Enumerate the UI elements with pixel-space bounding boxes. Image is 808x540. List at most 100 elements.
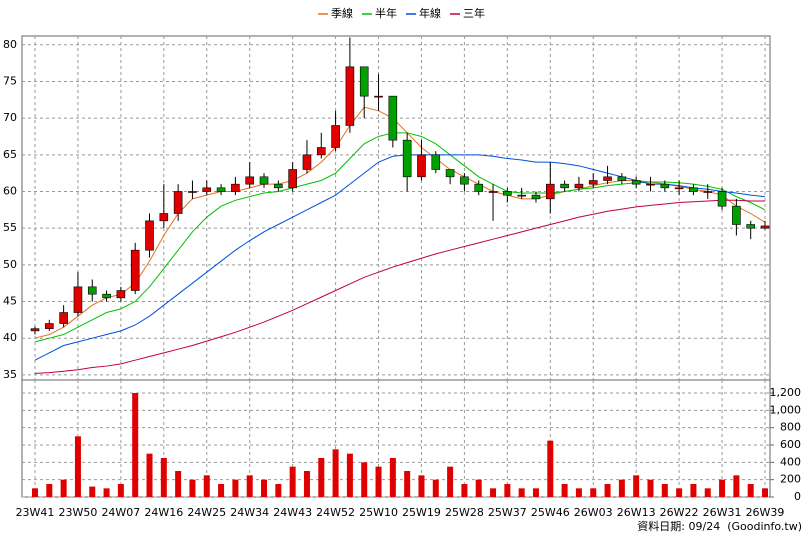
candle-body xyxy=(717,191,727,207)
ma-line xyxy=(34,106,766,339)
candle-body xyxy=(603,176,612,181)
volume-bar xyxy=(261,479,268,497)
volume-bar xyxy=(604,484,611,497)
candle-body xyxy=(188,191,197,193)
volume-bar xyxy=(103,488,110,497)
x-tick-label: 24W34 xyxy=(230,506,269,519)
candle-body xyxy=(660,183,670,189)
candle-body xyxy=(316,147,326,156)
y2-tick-label: 600 xyxy=(780,438,801,451)
y2-tick-label: 800 xyxy=(780,421,801,434)
candle-body xyxy=(760,225,770,229)
candle-body xyxy=(560,183,569,189)
x-tick-label: 26W22 xyxy=(660,506,699,519)
volume-bar xyxy=(332,449,339,497)
y2-tick-label: 1,200 xyxy=(770,386,802,399)
volume-bar xyxy=(747,484,754,497)
x-tick-label: 24W07 xyxy=(101,506,140,519)
volume-bar xyxy=(475,479,482,497)
candle-body xyxy=(116,290,126,299)
x-tick-label: 23W50 xyxy=(59,506,98,519)
ma-line xyxy=(34,199,765,374)
candle-body xyxy=(460,176,469,185)
candle-body xyxy=(746,224,755,229)
candle-body xyxy=(545,183,555,200)
volume-bar xyxy=(89,486,96,497)
ma-line xyxy=(34,154,766,361)
x-tick-label: 26W31 xyxy=(703,506,742,519)
candle-body xyxy=(173,191,183,214)
y-tick-label: 50 xyxy=(3,258,17,271)
volume-bar xyxy=(232,479,239,497)
y-tick-label: 70 xyxy=(3,111,17,124)
candle-body xyxy=(274,183,283,189)
volume-bar xyxy=(461,484,468,497)
volume-bar xyxy=(346,453,353,497)
x-tick-label: 24W43 xyxy=(273,506,312,519)
candle-body xyxy=(73,286,83,313)
volume-bar xyxy=(647,479,654,497)
candle-body xyxy=(102,293,111,299)
volume-bar xyxy=(289,466,296,497)
candle-body xyxy=(588,180,598,185)
volume-bar xyxy=(146,453,153,497)
volume-bar xyxy=(46,484,53,497)
candle-body xyxy=(288,169,297,189)
candle-body xyxy=(503,191,512,196)
y-tick-label: 60 xyxy=(3,184,17,197)
x-tick-label: 26W39 xyxy=(746,506,785,519)
candle-body xyxy=(87,286,97,295)
candle-body xyxy=(431,154,441,170)
x-tick-label: 25W19 xyxy=(402,506,441,519)
volume-bar xyxy=(447,466,454,497)
candle-body xyxy=(646,183,655,186)
candle-body xyxy=(231,183,240,192)
x-tick-label: 26W03 xyxy=(574,506,613,519)
volume-bar xyxy=(676,488,683,497)
candle-body xyxy=(517,194,526,197)
volume-bar xyxy=(60,479,67,497)
legend-label: 季線 xyxy=(331,6,353,20)
volume-bar xyxy=(189,479,196,497)
x-tick-label: 24W25 xyxy=(187,506,226,519)
volume-bar xyxy=(719,479,726,497)
candle-body xyxy=(674,187,684,190)
candle-body xyxy=(374,95,383,98)
volume-bar xyxy=(32,488,38,497)
candle-body xyxy=(302,154,312,170)
volume-bar xyxy=(361,462,368,497)
y-tick-label: 80 xyxy=(3,38,17,51)
y-tick-label: 55 xyxy=(3,221,17,234)
volume-bar xyxy=(618,479,625,497)
volume-bar xyxy=(203,475,210,497)
x-tick-label: 25W28 xyxy=(445,506,484,519)
candle-body xyxy=(145,220,154,251)
volume-bar xyxy=(404,471,411,497)
x-tick-label: 26W13 xyxy=(617,506,656,519)
candle-body xyxy=(574,183,584,189)
volume-bar xyxy=(733,475,740,497)
candle-body xyxy=(30,328,40,332)
volume-bar xyxy=(532,488,539,497)
volume-bar xyxy=(661,484,668,497)
y-tick-label: 40 xyxy=(3,331,17,344)
y2-tick-label: 0 xyxy=(794,490,801,503)
volume-bar xyxy=(690,484,697,497)
x-tick-label: 25W10 xyxy=(359,506,398,519)
volume-bar xyxy=(504,484,511,497)
volume-bar xyxy=(389,458,396,497)
candle-body xyxy=(216,187,226,192)
y2-tick-label: 200 xyxy=(780,473,801,486)
volume-bar xyxy=(590,488,597,497)
x-tick-label: 25W46 xyxy=(531,506,570,519)
candle-body xyxy=(617,176,627,181)
y-tick-label: 75 xyxy=(3,74,17,87)
volume-bar xyxy=(762,488,768,497)
legend-label: 年線 xyxy=(419,6,441,20)
y2-tick-label: 1,000 xyxy=(770,403,802,416)
source-note: 資料日期: 09/24 (Goodinfo.tw) xyxy=(637,519,802,533)
candle-body xyxy=(689,187,698,192)
candle-body xyxy=(488,191,498,193)
candle-body xyxy=(445,169,455,178)
